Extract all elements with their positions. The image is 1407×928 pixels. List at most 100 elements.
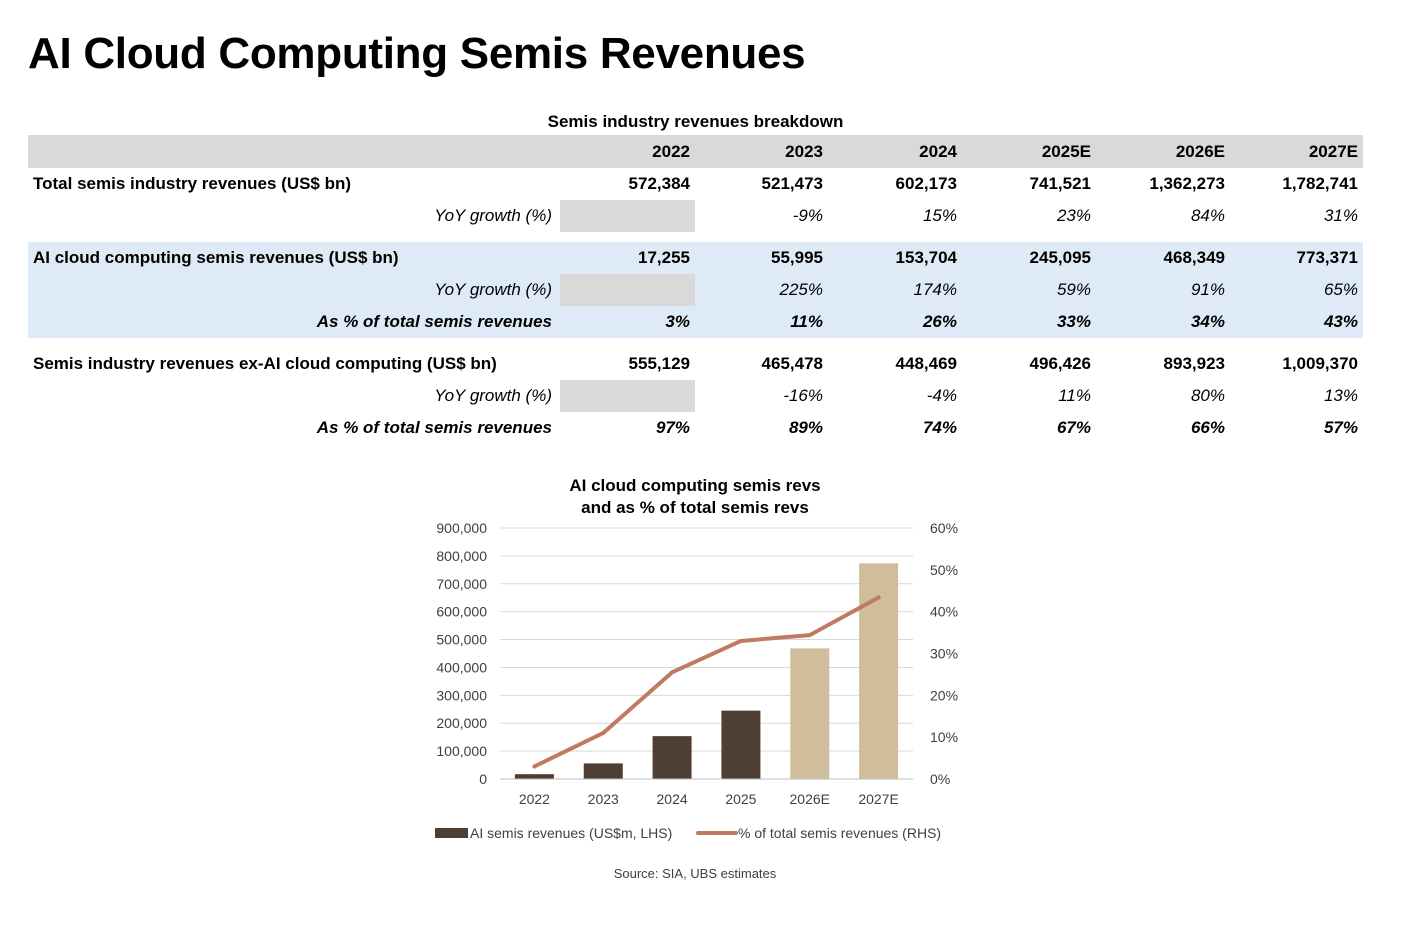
table-cell: -16% bbox=[783, 386, 823, 405]
bar bbox=[652, 736, 692, 779]
header-cell: 2023 bbox=[695, 135, 828, 168]
row-label: Total semis industry revenues (US$ bn) bbox=[33, 174, 352, 193]
table-cell: 521,473 bbox=[761, 174, 823, 193]
table-cell: 555,129 bbox=[628, 354, 690, 373]
table-cell: 741,521 bbox=[1029, 174, 1091, 193]
table-cell: 468,349 bbox=[1096, 242, 1230, 274]
table-cell: 89% bbox=[788, 418, 823, 437]
y-right-tick-label: 30% bbox=[930, 646, 958, 662]
y-left-tick-label: 400,000 bbox=[436, 659, 487, 675]
table-cell: 11% bbox=[1058, 386, 1091, 405]
bar bbox=[721, 710, 761, 779]
table-cell bbox=[560, 200, 695, 232]
x-tick-label: 2027E bbox=[858, 791, 898, 807]
table-cell: 448,469 bbox=[895, 354, 957, 373]
table-row: As % of total semis revenues 97% 89% 74%… bbox=[28, 412, 1363, 444]
line-series bbox=[532, 595, 881, 769]
legend-label: % of total semis revenues (RHS) bbox=[738, 825, 941, 841]
table-cell: 496,426 bbox=[1029, 354, 1091, 373]
y-left-tick-label: 700,000 bbox=[436, 576, 487, 592]
table-row: YoY growth (%) -16% -4% 11% 80% 13% bbox=[28, 380, 1363, 412]
table-cell: 74% bbox=[922, 418, 957, 437]
x-tick-label: 2023 bbox=[588, 791, 619, 807]
table-cell: 1,362,273 bbox=[1149, 174, 1225, 193]
x-tick-label: 2026E bbox=[790, 791, 830, 807]
table-cell: 893,923 bbox=[1163, 354, 1225, 373]
table-cell: 602,173 bbox=[895, 174, 957, 193]
row-label: As % of total semis revenues bbox=[28, 306, 560, 338]
table-cell: 17,255 bbox=[560, 242, 695, 274]
line-point bbox=[876, 595, 881, 600]
chart-title: AI cloud computing semis revs bbox=[569, 476, 820, 495]
table-row: Semis industry revenues ex-AI cloud comp… bbox=[28, 348, 1363, 380]
table-cell: 245,095 bbox=[962, 242, 1096, 274]
y-left-tick-label: 600,000 bbox=[436, 604, 487, 620]
table-cell: 465,478 bbox=[761, 354, 823, 373]
page-title: AI Cloud Computing Semis Revenues bbox=[28, 29, 806, 78]
legend-swatch-bar bbox=[435, 828, 468, 838]
table-cell: 97% bbox=[655, 418, 690, 437]
table-cell: 572,384 bbox=[628, 174, 690, 193]
table-cell: 57% bbox=[1323, 418, 1358, 437]
table-cell: 66% bbox=[1190, 418, 1225, 437]
row-label: YoY growth (%) bbox=[434, 206, 552, 225]
legend-label: AI semis revenues (US$m, LHS) bbox=[470, 825, 672, 841]
x-tick-label: 2024 bbox=[657, 791, 688, 807]
y-right-tick-label: 10% bbox=[930, 729, 958, 745]
revenue-table: 2022 2023 2024 2025E 2026E 2027E Total s… bbox=[28, 135, 1363, 444]
y-left-tick-label: 300,000 bbox=[436, 687, 487, 703]
bar bbox=[790, 648, 830, 779]
table-title: Semis industry revenues breakdown bbox=[547, 112, 844, 131]
table-row: AI cloud computing semis revenues (US$ b… bbox=[28, 242, 1363, 274]
line-point bbox=[601, 730, 606, 735]
table-header-row: 2022 2023 2024 2025E 2026E 2027E bbox=[28, 135, 1363, 168]
table-cell: 55,995 bbox=[695, 242, 828, 274]
row-label: YoY growth (%) bbox=[28, 274, 560, 306]
table-cell: 13% bbox=[1323, 386, 1358, 405]
header-cell: 2025E bbox=[962, 135, 1096, 168]
y-left-tick-label: 200,000 bbox=[436, 715, 487, 731]
y-right-tick-label: 20% bbox=[930, 687, 958, 703]
table-row: YoY growth (%) -9% 15% 23% 84% 31% bbox=[28, 200, 1363, 232]
bar bbox=[583, 763, 623, 779]
row-label: YoY growth (%) bbox=[434, 386, 552, 405]
table-cell: 91% bbox=[1096, 274, 1230, 306]
table-cell: 23% bbox=[1056, 206, 1091, 225]
chart-container: 0 100,000 200,000 300,000 400,000 500,000 600,… bbox=[400, 470, 1000, 890]
row-label: As % of total semis revenues bbox=[316, 418, 552, 437]
table-cell: 59% bbox=[962, 274, 1096, 306]
y-right-tick-label: 60% bbox=[930, 520, 958, 536]
chart-title: and as % of total semis revs bbox=[581, 498, 809, 517]
table-cell: 84% bbox=[1190, 206, 1225, 225]
table-cell: 43% bbox=[1230, 306, 1363, 338]
line-point bbox=[738, 638, 743, 643]
table-cell: 3% bbox=[560, 306, 695, 338]
y-right-tick-label: 50% bbox=[930, 562, 958, 578]
table-cell: 80% bbox=[1190, 386, 1225, 405]
header-cell: 2027E bbox=[1230, 135, 1363, 168]
table-cell: 1,009,370 bbox=[1282, 354, 1358, 373]
header-cell: 2024 bbox=[828, 135, 962, 168]
table-cell: 11% bbox=[695, 306, 828, 338]
y-left-tick-label: 0 bbox=[479, 771, 487, 787]
table-cell: 65% bbox=[1230, 274, 1363, 306]
line-point bbox=[532, 764, 537, 769]
table-cell: -9% bbox=[792, 206, 823, 225]
y-left-tick-label: 800,000 bbox=[436, 548, 487, 564]
table-cell: 34% bbox=[1096, 306, 1230, 338]
table-row: Total semis industry revenues (US$ bn) 5… bbox=[28, 168, 1363, 200]
table-cell: 153,704 bbox=[828, 242, 962, 274]
table-cell bbox=[560, 274, 695, 306]
y-right-tick-label: 40% bbox=[930, 604, 958, 620]
line-point bbox=[670, 670, 675, 675]
row-label: Semis industry revenues ex-AI cloud comp… bbox=[33, 354, 497, 373]
table-cell: 1,782,741 bbox=[1282, 174, 1358, 193]
source-note: Source: SIA, UBS estimates bbox=[614, 866, 777, 881]
row-label: AI cloud computing semis revenues (US$ b… bbox=[28, 242, 560, 274]
y-right-tick-label: 0% bbox=[930, 771, 950, 787]
table-cell: 67% bbox=[1056, 418, 1091, 437]
x-tick-label: 2022 bbox=[519, 791, 550, 807]
table-cell: -4% bbox=[926, 386, 957, 405]
y-left-tick-label: 100,000 bbox=[436, 743, 487, 759]
y-left-tick-label: 900,000 bbox=[436, 520, 487, 536]
